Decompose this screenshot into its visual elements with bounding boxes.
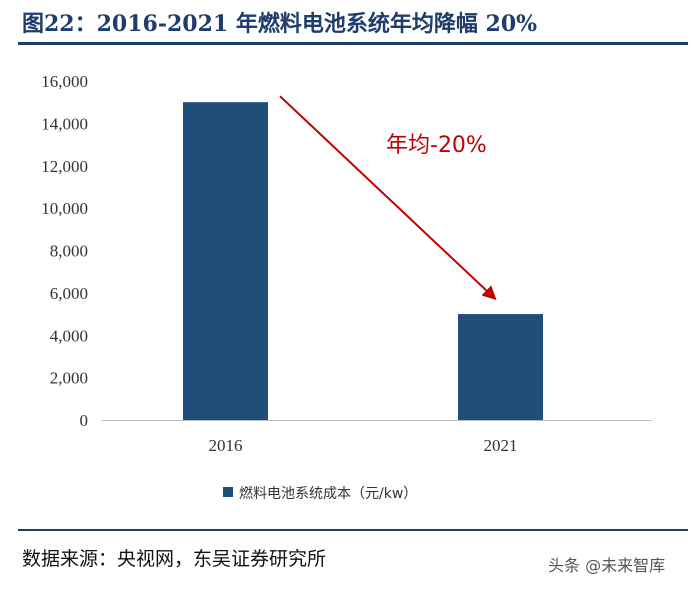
bars — [183, 102, 543, 420]
y-tick-label: 14,000 — [41, 114, 88, 133]
y-tick-label: 6,000 — [50, 284, 88, 303]
y-tick-label: 4,000 — [50, 326, 88, 345]
y-tick-label: 16,000 — [41, 72, 88, 91]
y-tick-label: 10,000 — [41, 199, 88, 218]
legend-label: 燃料电池系统成本（元/kw） — [239, 485, 417, 502]
title-divider — [18, 42, 688, 45]
trend-annotation: 年均-20% — [386, 133, 487, 158]
bar-2021 — [458, 314, 543, 420]
y-axis-tick-labels: 0 2,000 4,000 6,000 8,000 10,000 12,000 14,000 1… — [41, 72, 88, 430]
watermark: 头条 @未来智库 — [548, 556, 666, 575]
y-tick-label: 2,000 — [50, 369, 88, 388]
page-title: 图22：2016-2021 年燃料电池系统年均降幅 20% — [22, 11, 538, 37]
x-axis-tick-labels: 2016 2021 — [209, 436, 518, 455]
x-tick-label: 2021 — [484, 436, 518, 455]
bar-2016 — [183, 102, 268, 420]
data-source: 数据来源：央视网，东吴证券研究所 — [22, 548, 327, 570]
legend-swatch — [223, 487, 233, 497]
y-tick-label: 0 — [80, 411, 89, 430]
bar-chart: 0 2,000 4,000 6,000 8,000 10,000 12,000 14,000 1… — [41, 72, 652, 502]
y-tick-label: 12,000 — [41, 157, 88, 176]
y-tick-label: 8,000 — [50, 242, 88, 261]
trend-arrow — [279, 95, 497, 301]
x-tick-label: 2016 — [209, 436, 243, 455]
footer-divider — [18, 529, 688, 531]
